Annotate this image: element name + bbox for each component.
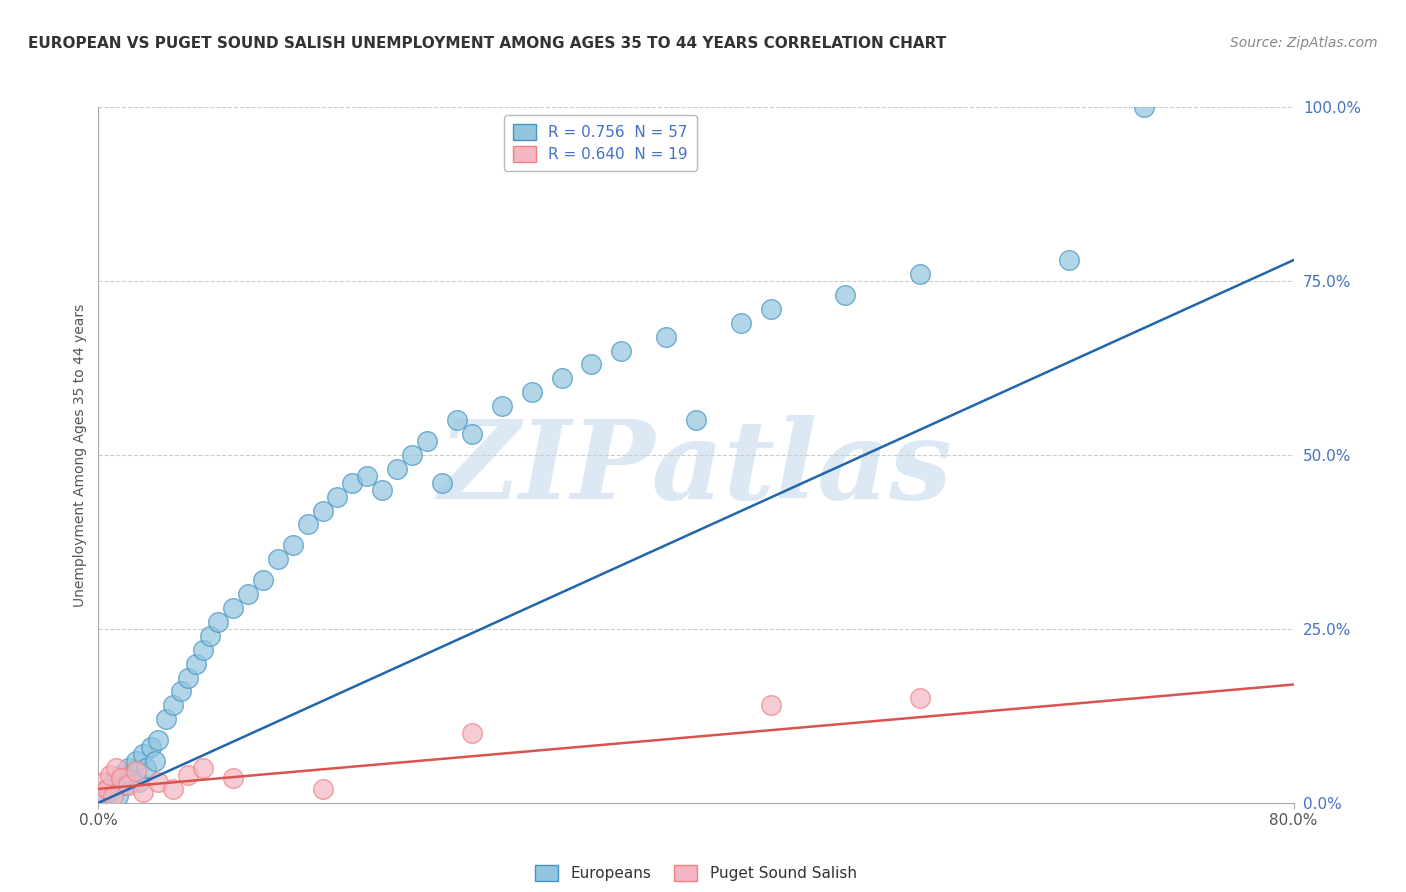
Point	[461, 726, 484, 740]
Point	[98, 768, 122, 782]
Point	[143, 754, 166, 768]
Point	[148, 733, 170, 747]
Legend: Europeans, Puget Sound Salish: Europeans, Puget Sound Salish	[529, 859, 863, 888]
Point	[311, 503, 333, 517]
Point	[96, 781, 118, 796]
Point	[94, 792, 117, 806]
Point	[112, 775, 135, 789]
Point	[759, 698, 782, 713]
Point	[236, 587, 259, 601]
Text: Source: ZipAtlas.com: Source: ZipAtlas.com	[1230, 36, 1378, 50]
Point	[114, 778, 136, 793]
Text: ZIPatlas: ZIPatlas	[439, 415, 953, 523]
Text: EUROPEAN VS PUGET SOUND SALISH UNEMPLOYMENT AMONG AGES 35 TO 44 YEARS CORRELATIO: EUROPEAN VS PUGET SOUND SALISH UNEMPLOYM…	[28, 36, 946, 51]
Point	[132, 747, 155, 761]
Point	[107, 789, 129, 803]
Point	[125, 764, 148, 779]
Point	[132, 785, 155, 799]
Point	[96, 781, 118, 796]
Point	[200, 629, 222, 643]
Point	[120, 768, 142, 782]
Point	[169, 684, 191, 698]
Point	[177, 671, 200, 685]
Point	[326, 490, 349, 504]
Point	[105, 761, 128, 775]
Point	[135, 761, 157, 775]
Point	[1059, 253, 1081, 268]
Point	[430, 475, 453, 490]
Point	[98, 785, 122, 799]
Point	[1133, 100, 1156, 114]
Point	[117, 778, 139, 793]
Point	[117, 761, 139, 775]
Point	[110, 768, 132, 782]
Point	[371, 483, 394, 497]
Point	[222, 601, 245, 615]
Point	[177, 768, 200, 782]
Point	[297, 517, 319, 532]
Point	[110, 772, 132, 786]
Point	[610, 343, 633, 358]
Point	[581, 358, 603, 372]
Point	[267, 552, 290, 566]
Point	[491, 399, 513, 413]
Point	[908, 691, 931, 706]
Point	[908, 267, 931, 281]
Point	[342, 475, 364, 490]
Point	[446, 413, 468, 427]
Point	[162, 698, 184, 713]
Point	[655, 329, 678, 343]
Point	[93, 775, 115, 789]
Point	[834, 288, 856, 302]
Point	[356, 468, 378, 483]
Point	[730, 316, 752, 330]
Point	[550, 371, 572, 385]
Point	[191, 761, 214, 775]
Point	[162, 781, 184, 796]
Point	[103, 789, 125, 803]
Point	[252, 573, 274, 587]
Point	[128, 775, 150, 789]
Point	[461, 427, 484, 442]
Point	[311, 781, 333, 796]
Point	[184, 657, 207, 671]
Point	[104, 781, 127, 796]
Point	[191, 642, 214, 657]
Point	[685, 413, 707, 427]
Y-axis label: Unemployment Among Ages 35 to 44 years: Unemployment Among Ages 35 to 44 years	[73, 303, 87, 607]
Point	[207, 615, 229, 629]
Point	[103, 775, 125, 789]
Point	[125, 754, 148, 768]
Point	[416, 434, 439, 448]
Point	[155, 712, 177, 726]
Point	[91, 789, 114, 803]
Point	[520, 385, 543, 400]
Point	[90, 785, 112, 799]
Point	[222, 772, 245, 786]
Point	[139, 740, 162, 755]
Point	[148, 775, 170, 789]
Point	[281, 538, 304, 552]
Point	[385, 462, 409, 476]
Point	[401, 448, 423, 462]
Point	[759, 301, 782, 316]
